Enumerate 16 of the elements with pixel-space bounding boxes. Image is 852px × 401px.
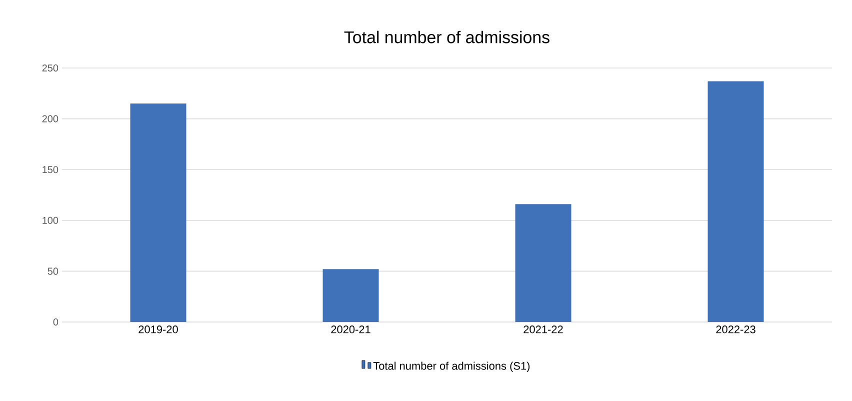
bar — [515, 204, 572, 322]
y-tick-label: 100 — [42, 216, 58, 224]
bar — [708, 81, 764, 322]
x-tick-label: 2021-22 — [524, 326, 563, 334]
y-tick-label: 150 — [42, 166, 58, 174]
legend-label: Total number of admissions (S1) — [373, 362, 530, 372]
x-tick-label: 2020-21 — [331, 326, 370, 334]
x-tick-label: 2019-20 — [138, 326, 178, 334]
chart-title: Total number of admissions — [344, 30, 550, 44]
x-tick-label: 2022-23 — [716, 326, 756, 334]
bar — [322, 269, 379, 322]
y-tick-label: 200 — [42, 115, 58, 122]
y-tick-label: 250 — [42, 64, 58, 72]
y-tick-label: 0 — [53, 318, 58, 326]
y-tick-label: 50 — [48, 268, 58, 275]
bar — [130, 104, 186, 322]
